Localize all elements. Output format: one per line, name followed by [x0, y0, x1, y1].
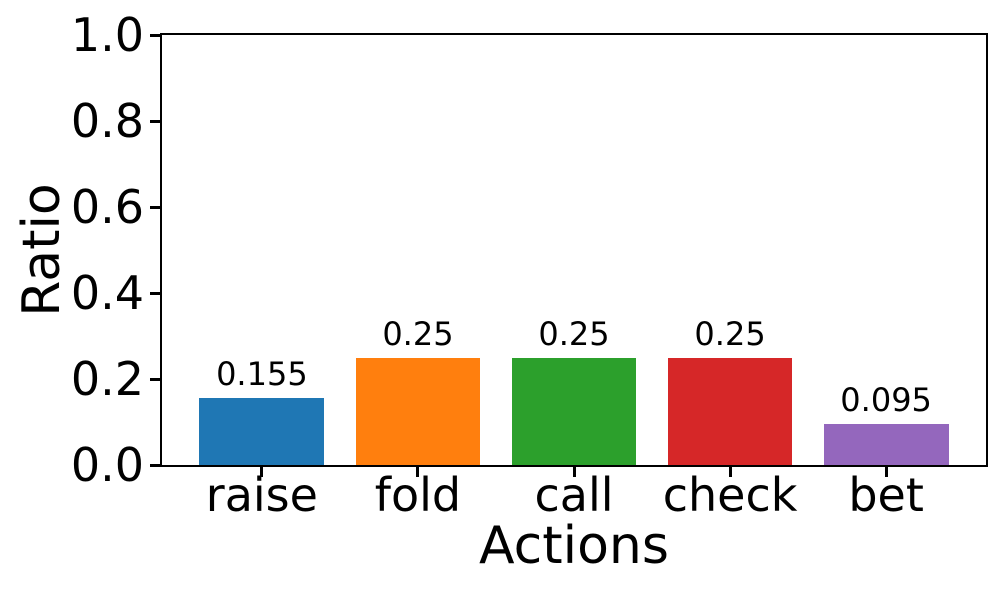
- y-tick-mark: [150, 205, 160, 209]
- y-tick-mark: [150, 33, 160, 37]
- y-tick-label: 0.2: [70, 352, 144, 406]
- x-tick-label: check: [662, 468, 798, 522]
- y-tick-mark: [150, 463, 160, 467]
- x-tick-mark: [416, 467, 420, 477]
- y-tick-mark: [150, 377, 160, 381]
- x-tick-mark: [572, 467, 576, 477]
- x-tick-mark: [260, 467, 264, 477]
- y-tick-label: 0.8: [70, 94, 144, 148]
- x-axis-label: Actions: [479, 516, 669, 576]
- x-tick-mark: [884, 467, 888, 477]
- y-tick-label: 1.0: [70, 8, 144, 62]
- x-tick-label: raise: [205, 468, 318, 522]
- x-tick-mark: [728, 467, 732, 477]
- plot-area: [160, 33, 988, 467]
- x-tick-label: bet: [848, 468, 924, 522]
- y-axis-label: Ratio: [12, 183, 72, 317]
- y-tick-mark: [150, 119, 160, 123]
- y-tick-label: 0.0: [70, 438, 144, 492]
- y-tick-mark: [150, 291, 160, 295]
- x-tick-label: fold: [374, 468, 462, 522]
- x-tick-label: call: [534, 468, 614, 522]
